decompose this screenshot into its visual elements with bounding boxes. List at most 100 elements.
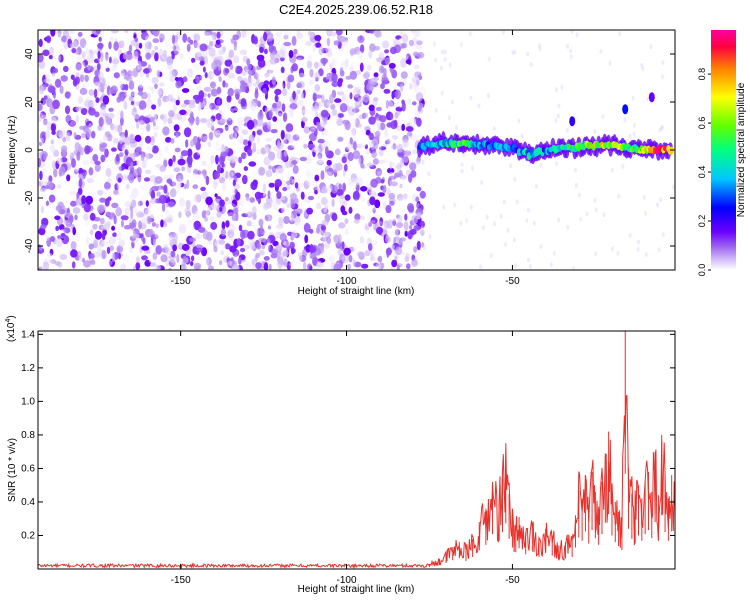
heatmap-noise-cell bbox=[63, 227, 71, 234]
heatmap-noise-cell bbox=[149, 262, 157, 267]
heatmap-noise-cell bbox=[412, 135, 419, 142]
heatmap-noise-cell bbox=[395, 246, 403, 256]
heatmap-noise-cell bbox=[382, 185, 387, 194]
heatmap-noise-cell bbox=[377, 159, 385, 164]
heatmap-noise-cell bbox=[539, 162, 543, 168]
heatmap-noise-cell bbox=[394, 89, 402, 100]
heatmap-noise-cell bbox=[38, 112, 44, 122]
heatmap-noise-cell bbox=[552, 250, 556, 256]
heatmap-noise-cell bbox=[375, 167, 383, 177]
heatmap-noise-cell bbox=[241, 129, 249, 135]
heatmap-noise-cell bbox=[152, 252, 158, 260]
heatmap-noise-cell bbox=[94, 58, 100, 64]
heatmap-noise-cell bbox=[71, 261, 76, 269]
heatmap-noise-cell bbox=[242, 174, 248, 185]
heatmap-noise-cell bbox=[146, 123, 151, 132]
heatmap-noise-cell bbox=[141, 144, 145, 151]
heatmap-noise-cell bbox=[236, 178, 240, 184]
heatmap-noise-cell bbox=[224, 124, 229, 131]
heatmap-noise-cell bbox=[373, 46, 381, 51]
heatmap-noise-cell bbox=[78, 178, 83, 188]
heatmap-noise-cell bbox=[283, 240, 291, 247]
heatmap-noise-cell bbox=[525, 218, 529, 224]
heatmap-noise-cell bbox=[382, 229, 386, 234]
heatmap-noise-cell bbox=[293, 255, 300, 264]
heatmap-noise-cell bbox=[294, 260, 300, 267]
heatmap-noise-cell bbox=[641, 66, 645, 72]
heatmap-noise-cell bbox=[57, 32, 62, 41]
heatmap-x-ticks: -150 -100 -50 bbox=[171, 30, 520, 287]
heatmap-noise-cell bbox=[309, 127, 316, 132]
heatmap-noise-cell bbox=[347, 152, 354, 162]
heatmap-noise-cell bbox=[384, 236, 391, 243]
heatmap-noise-cell bbox=[210, 34, 216, 43]
heatmap-noise-cell bbox=[104, 181, 111, 190]
heatmap-noise-cell bbox=[219, 199, 225, 207]
heatmap-noise-cell bbox=[52, 67, 59, 74]
heatmap-noise-cell bbox=[391, 217, 397, 222]
heatmap-noise-cell bbox=[538, 43, 541, 49]
heatmap-noise-cell bbox=[369, 43, 376, 52]
heatmap-noise-cell bbox=[175, 59, 184, 66]
heatmap-noise-cell bbox=[223, 206, 228, 216]
heatmap-noise-cell bbox=[141, 245, 150, 251]
heatmap-noise-cell bbox=[593, 129, 597, 135]
heatmap-noise-cell bbox=[350, 124, 356, 134]
heatmap-noise-cell bbox=[331, 198, 335, 208]
heatmap-noise-cell bbox=[47, 252, 53, 258]
heatmap-noise-cell bbox=[47, 85, 56, 93]
heatmap-noise-cell bbox=[632, 131, 636, 137]
colorbar-label: Normalized spectral amplitude bbox=[736, 82, 747, 217]
heatmap-noise-cell bbox=[142, 108, 147, 115]
heatmap-noise-cell bbox=[296, 208, 303, 215]
heatmap-noise-cell bbox=[557, 103, 561, 109]
heatmap-noise-cell bbox=[225, 112, 234, 121]
heatmap-noise-cell bbox=[391, 90, 395, 100]
heatmap-noise-cell bbox=[100, 224, 108, 231]
heatmap-noise-cell bbox=[221, 221, 226, 231]
heatmap-noise-cell bbox=[189, 116, 194, 126]
heatmap-noise-cell bbox=[59, 85, 64, 94]
heatmap-noise-cell bbox=[75, 72, 80, 77]
heatmap-noise-cell bbox=[248, 99, 256, 109]
heatmap-noise-cell bbox=[242, 139, 249, 146]
heatmap-noise-cell bbox=[204, 72, 208, 79]
heatmap-noise-cell bbox=[380, 83, 385, 90]
heatmap-noise-cell bbox=[89, 212, 96, 221]
heatmap-noise-cell bbox=[278, 110, 283, 117]
heatmap-noise-cell bbox=[282, 186, 288, 192]
heatmap-noise-cell bbox=[405, 59, 412, 65]
heatmap-noise-cell bbox=[215, 39, 221, 45]
heatmap-noise-cell bbox=[94, 230, 103, 240]
heatmap-noise-cell bbox=[165, 247, 172, 256]
heatmap-noise-cell bbox=[114, 125, 123, 132]
snr-y-tick-label: 1.4 bbox=[21, 329, 35, 340]
heatmap-noise-cell bbox=[77, 96, 84, 105]
heatmap-noise-cell bbox=[90, 145, 99, 150]
heatmap-noise-cell bbox=[572, 266, 576, 270]
heatmap-noise-cell bbox=[315, 202, 322, 210]
heatmap-noise-cell bbox=[73, 132, 77, 138]
heatmap-noise-cell bbox=[205, 257, 209, 267]
heatmap-noise-cell bbox=[84, 171, 90, 181]
heatmap-noise-cell bbox=[89, 229, 94, 236]
colorbar: 0.00.20.40.60.8 Normalized spectral ampl… bbox=[697, 30, 747, 276]
heatmap-noise-cell bbox=[349, 70, 357, 80]
heatmap-noise-cell bbox=[100, 240, 107, 249]
heatmap-noise-cell bbox=[282, 88, 288, 97]
heatmap-noise-cell bbox=[434, 108, 438, 113]
heatmap-noise-cell bbox=[145, 52, 152, 60]
heatmap-noise-cell bbox=[120, 219, 124, 228]
heatmap-noise-cell bbox=[292, 248, 296, 254]
heatmap-noise-cell bbox=[317, 191, 324, 200]
heatmap-noise-cell bbox=[298, 182, 304, 187]
heatmap-noise-cell bbox=[275, 167, 281, 174]
heatmap-noise-cell bbox=[309, 68, 314, 78]
heatmap-noise-cell bbox=[164, 217, 172, 223]
heatmap-noise-cell bbox=[50, 218, 54, 228]
heatmap-noise-cell bbox=[197, 136, 202, 143]
heatmap-noise-cell bbox=[165, 210, 170, 220]
heatmap-noise-cell bbox=[261, 245, 266, 250]
heatmap-noise-cell bbox=[38, 158, 41, 168]
